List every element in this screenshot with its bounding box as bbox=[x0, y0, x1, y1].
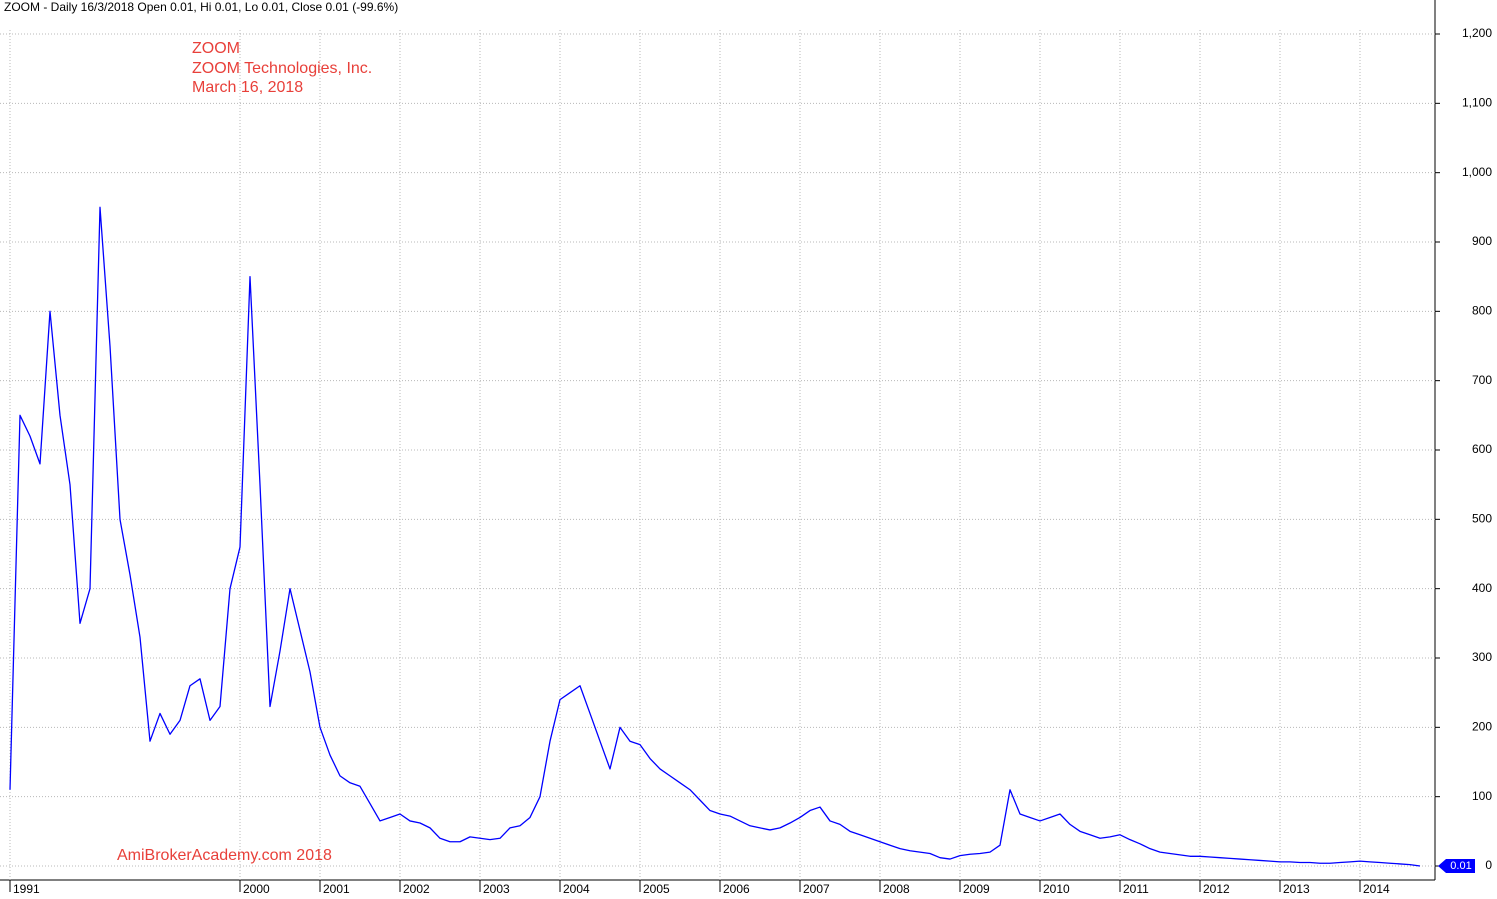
x-tick-label: 2009 bbox=[963, 882, 990, 896]
annotation: ZOOM Technologies, Inc. bbox=[192, 60, 372, 77]
y-tick-label: 900 bbox=[1472, 234, 1492, 248]
x-tick-label: 2005 bbox=[643, 882, 670, 896]
last-value-box bbox=[1438, 858, 1475, 873]
x-tick-label: 2002 bbox=[403, 882, 430, 896]
x-tick-label: 2012 bbox=[1203, 882, 1230, 896]
y-tick-label: 800 bbox=[1472, 304, 1492, 318]
watermark: AmiBrokerAcademy.com 2018 bbox=[117, 847, 332, 864]
x-tick-label: 2013 bbox=[1283, 882, 1310, 896]
y-tick-label: 500 bbox=[1472, 512, 1492, 526]
x-tick-label: 2010 bbox=[1043, 882, 1070, 896]
y-tick-label: 1,000 bbox=[1462, 165, 1492, 179]
x-tick-label: 2011 bbox=[1123, 882, 1149, 896]
annotation: March 16, 2018 bbox=[192, 79, 303, 96]
x-tick-label: 1991 bbox=[13, 882, 40, 896]
y-tick-label: 200 bbox=[1472, 720, 1492, 734]
price-line bbox=[9, 206, 1421, 867]
y-tick-label: 0 bbox=[1485, 858, 1492, 872]
y-tick-label: 100 bbox=[1472, 789, 1492, 803]
header: ZOOM - Daily 16/3/2018 Open 0.01, Hi 0.0… bbox=[4, 0, 398, 14]
y-tick-label: 400 bbox=[1472, 581, 1492, 595]
annotation: ZOOM bbox=[192, 40, 240, 57]
x-tick-label: 2001 bbox=[323, 882, 350, 896]
x-tick-label: 2004 bbox=[563, 882, 590, 896]
y-tick-label: 600 bbox=[1472, 442, 1492, 456]
x-tick-label: 2006 bbox=[723, 882, 750, 896]
x-tick-label: 2007 bbox=[803, 882, 830, 896]
y-tick-label: 700 bbox=[1472, 373, 1492, 387]
y-tick-label: 1,100 bbox=[1462, 96, 1492, 110]
x-tick-label: 2000 bbox=[243, 882, 270, 896]
y-tick-label: 300 bbox=[1472, 650, 1492, 664]
x-tick-label: 2014 bbox=[1363, 882, 1390, 896]
x-tick-label: 2008 bbox=[883, 882, 910, 896]
last-value-label: 0.01 bbox=[1450, 860, 1471, 872]
y-tick-label: 1,200 bbox=[1462, 26, 1492, 40]
x-tick-label: 2003 bbox=[483, 882, 510, 896]
